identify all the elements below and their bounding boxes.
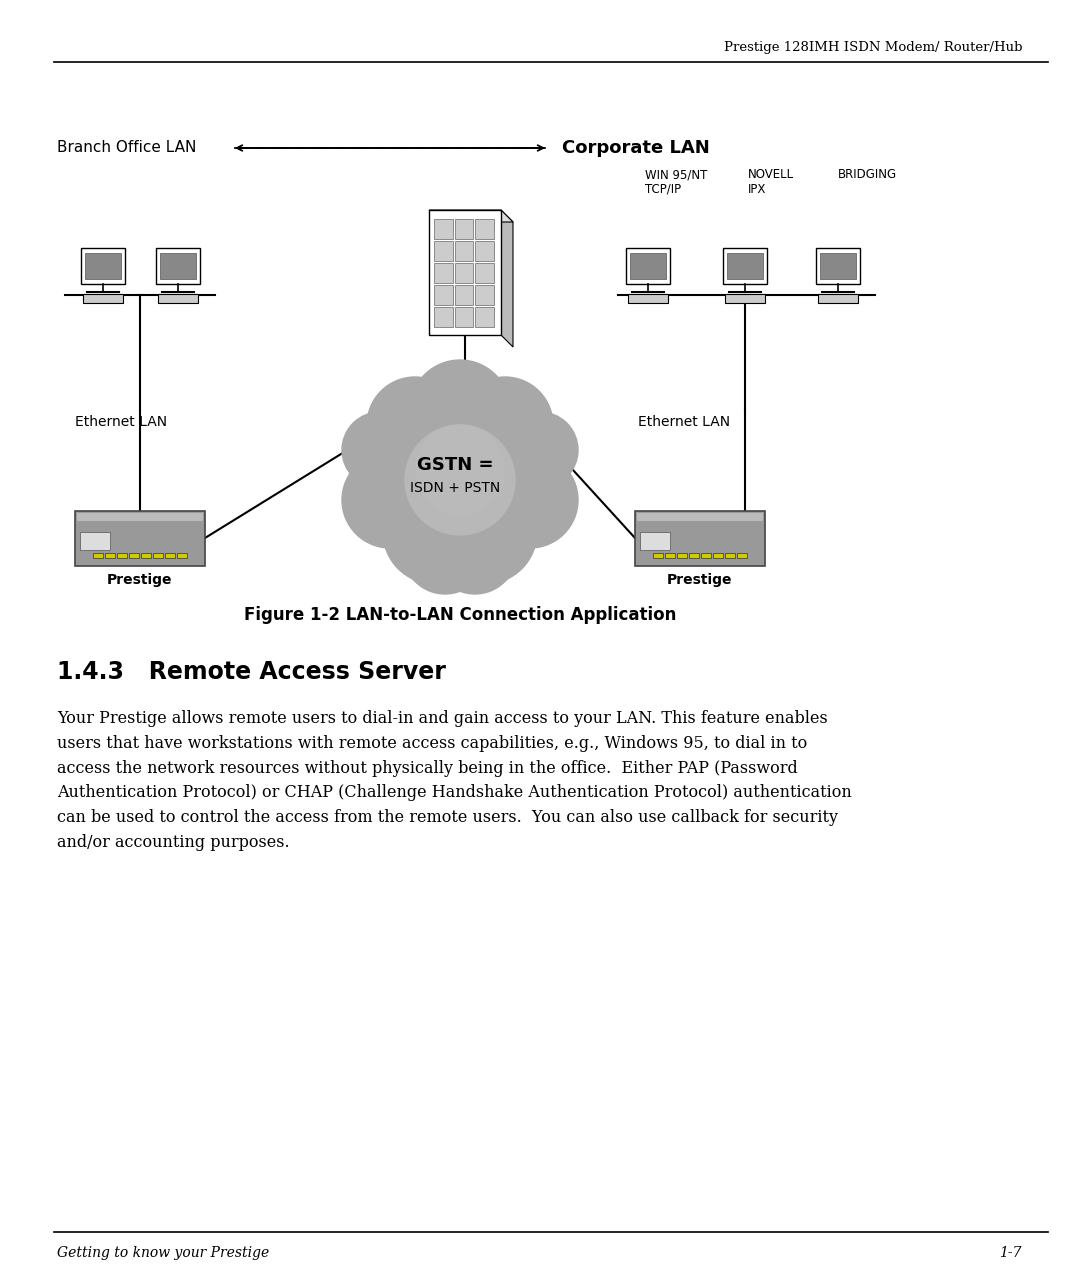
Bar <box>637 512 762 520</box>
Bar <box>160 254 195 279</box>
Bar <box>677 552 687 557</box>
Text: IPX: IPX <box>748 183 767 196</box>
Bar <box>653 552 663 557</box>
Bar <box>165 552 175 557</box>
Bar <box>820 254 856 279</box>
Bar <box>627 295 669 304</box>
Text: Branch Office LAN: Branch Office LAN <box>57 141 197 155</box>
Bar <box>665 552 675 557</box>
Circle shape <box>454 412 570 528</box>
Bar <box>630 254 666 279</box>
Bar <box>737 552 747 557</box>
Bar <box>475 241 494 261</box>
Bar <box>818 295 858 304</box>
Bar <box>434 241 453 261</box>
Bar <box>141 552 151 557</box>
Text: WIN 95/NT: WIN 95/NT <box>645 168 707 181</box>
Bar <box>153 552 163 557</box>
Circle shape <box>350 412 465 528</box>
Bar <box>81 249 125 284</box>
Bar <box>816 249 860 284</box>
Bar <box>93 552 103 557</box>
Polygon shape <box>429 210 513 222</box>
Circle shape <box>342 412 418 488</box>
Circle shape <box>342 452 438 548</box>
Polygon shape <box>501 210 513 347</box>
Text: BRIDGING: BRIDGING <box>838 168 897 181</box>
Circle shape <box>502 412 578 488</box>
Bar <box>475 307 494 327</box>
Bar <box>475 263 494 283</box>
Bar <box>105 552 114 557</box>
Bar <box>689 552 699 557</box>
Bar <box>156 249 200 284</box>
Bar <box>455 284 473 305</box>
Bar <box>475 219 494 240</box>
Text: Corporate LAN: Corporate LAN <box>562 140 710 158</box>
Text: ISDN + PSTN: ISDN + PSTN <box>410 480 500 494</box>
Bar <box>727 254 762 279</box>
Text: GSTN =: GSTN = <box>417 456 494 474</box>
Bar <box>129 552 139 557</box>
Circle shape <box>410 360 510 460</box>
Bar <box>429 210 501 336</box>
Bar <box>701 552 711 557</box>
Bar <box>640 532 670 550</box>
Bar <box>177 552 187 557</box>
Bar <box>75 511 205 565</box>
Bar <box>455 241 473 261</box>
Circle shape <box>383 480 487 584</box>
Text: Prestige: Prestige <box>667 573 732 587</box>
Bar <box>77 512 203 520</box>
Text: Prestige: Prestige <box>107 573 173 587</box>
Bar <box>723 249 767 284</box>
Text: Ethernet LAN: Ethernet LAN <box>75 415 167 429</box>
Bar <box>434 219 453 240</box>
Text: Figure 1-2 LAN-to-LAN Connection Application: Figure 1-2 LAN-to-LAN Connection Applica… <box>244 606 676 624</box>
Bar <box>626 249 670 284</box>
Bar <box>85 254 121 279</box>
Circle shape <box>433 510 517 594</box>
Text: Getting to know your Prestige: Getting to know your Prestige <box>57 1246 269 1261</box>
Bar <box>713 552 723 557</box>
Bar <box>725 552 735 557</box>
Circle shape <box>405 425 515 535</box>
Circle shape <box>433 480 537 584</box>
Circle shape <box>403 510 487 594</box>
Bar <box>117 552 127 557</box>
Bar <box>434 263 453 283</box>
Bar <box>455 263 473 283</box>
Text: Ethernet LAN: Ethernet LAN <box>638 415 730 429</box>
Bar <box>725 295 765 304</box>
Text: TCP/IP: TCP/IP <box>645 183 681 196</box>
Text: Prestige 128IMH ISDN Modem/ Router/Hub: Prestige 128IMH ISDN Modem/ Router/Hub <box>724 41 1022 54</box>
Text: 1-7: 1-7 <box>999 1246 1022 1261</box>
Bar <box>434 284 453 305</box>
Circle shape <box>457 377 553 473</box>
Circle shape <box>388 409 532 552</box>
Bar <box>455 219 473 240</box>
Bar <box>83 295 123 304</box>
Bar <box>434 307 453 327</box>
Text: 1.4.3   Remote Access Server: 1.4.3 Remote Access Server <box>57 660 446 684</box>
Bar <box>80 532 110 550</box>
Text: Your Prestige allows remote users to dial-in and gain access to your LAN. This f: Your Prestige allows remote users to dia… <box>57 710 852 851</box>
Bar <box>635 511 765 565</box>
Bar <box>455 307 473 327</box>
Text: NOVELL: NOVELL <box>748 168 794 181</box>
Circle shape <box>367 377 463 473</box>
Bar <box>475 284 494 305</box>
Bar <box>158 295 198 304</box>
Circle shape <box>415 425 505 515</box>
Circle shape <box>482 452 578 548</box>
